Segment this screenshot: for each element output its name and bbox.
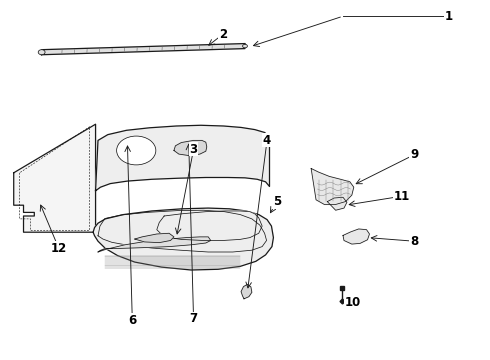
Text: 9: 9 xyxy=(410,148,418,161)
Text: 10: 10 xyxy=(344,296,361,309)
Polygon shape xyxy=(157,211,262,240)
Polygon shape xyxy=(241,284,252,299)
Polygon shape xyxy=(14,124,96,232)
Text: 5: 5 xyxy=(273,195,281,208)
Circle shape xyxy=(117,136,156,165)
Text: 11: 11 xyxy=(393,190,410,203)
Circle shape xyxy=(243,44,247,48)
Polygon shape xyxy=(343,229,369,244)
Text: 2: 2 xyxy=(219,28,227,41)
Text: 4: 4 xyxy=(263,134,271,147)
Polygon shape xyxy=(93,208,273,270)
Polygon shape xyxy=(96,125,270,191)
Circle shape xyxy=(38,50,45,55)
Polygon shape xyxy=(98,237,211,252)
Polygon shape xyxy=(327,197,347,210)
Text: 1: 1 xyxy=(444,10,452,23)
Text: 6: 6 xyxy=(128,314,136,327)
Polygon shape xyxy=(174,140,207,156)
Text: 7: 7 xyxy=(190,312,197,325)
Text: 12: 12 xyxy=(50,242,67,255)
Text: 3: 3 xyxy=(190,143,197,156)
Text: 8: 8 xyxy=(410,235,418,248)
Polygon shape xyxy=(135,233,174,243)
Polygon shape xyxy=(42,44,245,55)
Polygon shape xyxy=(311,168,354,204)
